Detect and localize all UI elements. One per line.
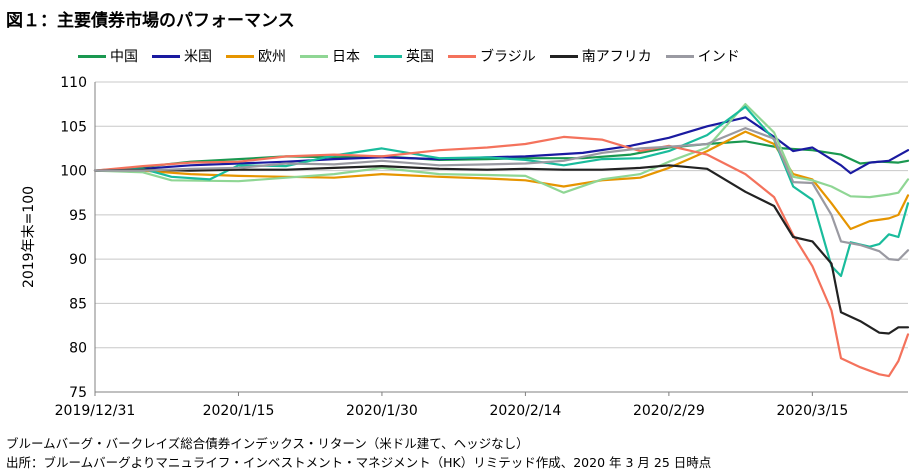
- x-tick-label: 2020/2/29: [633, 403, 705, 419]
- legend-label: 欧州: [258, 49, 286, 65]
- legend-swatch: [448, 54, 476, 58]
- series-line-8: [93, 127, 910, 262]
- x-tick-label: 2020/3/15: [776, 403, 848, 419]
- y-tick-label: 80: [69, 341, 87, 357]
- legend-swatch: [152, 54, 180, 58]
- legend-label: インド: [697, 49, 740, 65]
- source-note-index: ブルームバーグ・バークレイズ総合債券インデックス・リターン（米ドル建て、ヘッジな…: [6, 436, 529, 451]
- y-tick-label: 75: [69, 385, 87, 401]
- series-line-5: [93, 105, 910, 278]
- y-tick-label: 100: [60, 164, 87, 180]
- legend-label: ブラジル: [480, 49, 536, 65]
- legend-swatch: [665, 54, 694, 58]
- legend-label: 米国: [184, 49, 212, 65]
- chart-plot: 75 80 85 90 95 100 105 110 2019/12/31 2020/1/15 20…: [21, 75, 910, 419]
- chart-title: 図１：主要債券市場のパフォーマンス: [6, 11, 295, 31]
- x-tick-label: 2020/1/15: [203, 403, 275, 419]
- legend-swatch: [374, 54, 402, 58]
- series-line-2: [93, 116, 910, 175]
- legend-swatch: [226, 54, 254, 58]
- legend-label: 日本: [332, 49, 360, 65]
- legend-item: ブラジル: [448, 46, 536, 66]
- legend-item: 米国: [152, 46, 212, 66]
- series-line-1: [93, 140, 910, 172]
- y-tick-label: 110: [60, 75, 87, 91]
- source-note-origin: 出所：ブルームバーグよりマニュライフ・インベストメント・マネジメント（HK）リミ…: [6, 455, 712, 470]
- legend-swatch: [549, 54, 578, 58]
- legend-label: 南アフリカ: [581, 49, 652, 65]
- series-line-7: [93, 164, 910, 335]
- y-axis-title: 2019年末=100: [21, 186, 37, 288]
- series-line-6: [93, 135, 910, 378]
- legend-item: 中国: [78, 46, 138, 66]
- x-tick-label: 2020/2/14: [490, 403, 562, 419]
- y-tick-label: 90: [69, 252, 87, 268]
- legend-swatch: [300, 54, 328, 58]
- x-tick-label: 2019/12/31: [55, 403, 136, 419]
- legend-item: 欧州: [226, 46, 286, 66]
- x-tick-label: 2020/1/30: [346, 403, 418, 419]
- legend: 中国 米国 欧州 日本 英国 ブラジル 南アフリカ インド: [78, 46, 740, 66]
- legend-label: 英国: [406, 49, 434, 65]
- legend-label: 中国: [110, 49, 138, 65]
- y-tick-label: 105: [60, 119, 87, 135]
- y-tick-label: 95: [69, 208, 87, 224]
- series-line-4: [93, 102, 910, 199]
- legend-item: 英国: [374, 46, 434, 66]
- y-tick-label: 85: [69, 296, 87, 312]
- legend-item: 日本: [300, 46, 360, 66]
- legend-item: 南アフリカ: [549, 46, 652, 66]
- legend-item: インド: [665, 46, 740, 66]
- legend-swatch: [78, 54, 106, 58]
